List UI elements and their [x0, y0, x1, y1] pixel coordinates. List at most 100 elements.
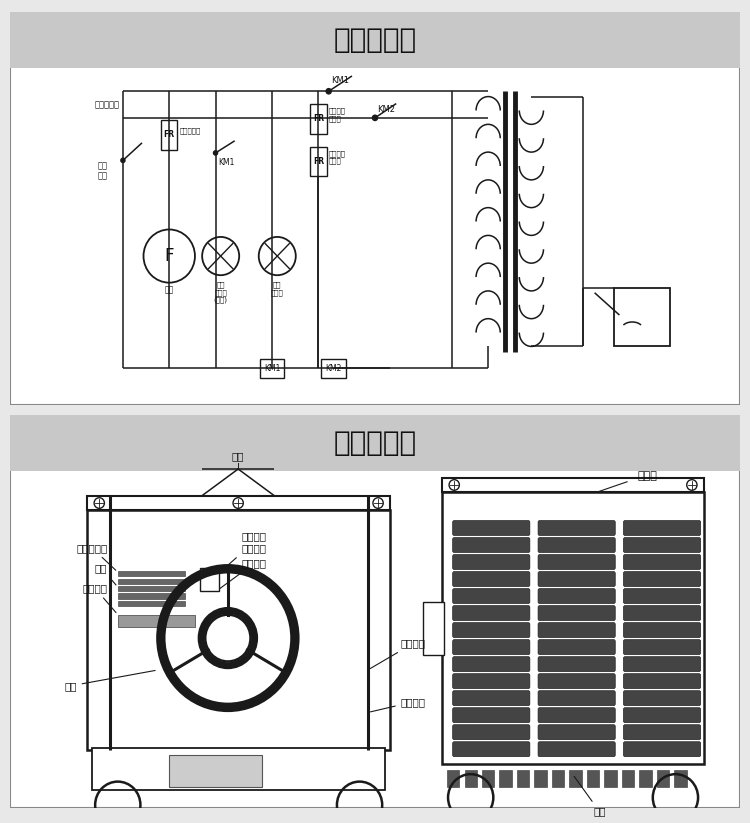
FancyBboxPatch shape: [587, 770, 599, 787]
FancyBboxPatch shape: [10, 12, 740, 405]
FancyBboxPatch shape: [453, 657, 530, 672]
FancyBboxPatch shape: [623, 674, 701, 689]
FancyBboxPatch shape: [538, 657, 615, 672]
FancyBboxPatch shape: [118, 593, 184, 598]
FancyBboxPatch shape: [538, 690, 615, 705]
FancyBboxPatch shape: [453, 572, 530, 587]
FancyBboxPatch shape: [453, 690, 530, 705]
FancyBboxPatch shape: [622, 770, 634, 787]
Text: KM1: KM1: [331, 77, 349, 85]
FancyBboxPatch shape: [453, 708, 530, 723]
FancyBboxPatch shape: [10, 415, 740, 471]
Text: 线路原理图: 线路原理图: [334, 26, 416, 54]
FancyBboxPatch shape: [538, 708, 615, 723]
FancyBboxPatch shape: [538, 623, 615, 638]
FancyBboxPatch shape: [517, 770, 530, 787]
FancyBboxPatch shape: [10, 415, 740, 808]
FancyBboxPatch shape: [118, 615, 195, 627]
FancyBboxPatch shape: [453, 623, 530, 638]
FancyBboxPatch shape: [453, 639, 530, 654]
Text: 接输入端子: 接输入端子: [94, 100, 120, 109]
FancyBboxPatch shape: [118, 571, 184, 576]
Text: 吊环: 吊环: [232, 451, 244, 461]
FancyBboxPatch shape: [623, 572, 701, 587]
Text: FR: FR: [313, 114, 324, 123]
Text: 贴于初钢
接铜上: 贴于初钢 接铜上: [328, 150, 346, 165]
Text: 产品结构图: 产品结构图: [334, 430, 416, 458]
FancyBboxPatch shape: [538, 742, 615, 756]
FancyBboxPatch shape: [10, 12, 740, 67]
FancyBboxPatch shape: [310, 104, 327, 134]
Text: 摇柄: 摇柄: [64, 671, 155, 691]
FancyBboxPatch shape: [538, 572, 615, 587]
Text: 电源开关: 电源开关: [220, 559, 266, 588]
FancyBboxPatch shape: [260, 359, 284, 379]
Text: 型号: 型号: [95, 563, 116, 585]
FancyBboxPatch shape: [118, 586, 184, 591]
FancyBboxPatch shape: [453, 725, 530, 740]
Circle shape: [121, 158, 125, 162]
FancyBboxPatch shape: [423, 602, 444, 655]
Text: 焊接输出: 焊接输出: [370, 639, 426, 668]
Circle shape: [373, 115, 377, 120]
FancyBboxPatch shape: [453, 674, 530, 689]
FancyBboxPatch shape: [92, 747, 386, 790]
Text: 电流刻度: 电流刻度: [82, 584, 116, 612]
FancyBboxPatch shape: [538, 521, 615, 536]
FancyBboxPatch shape: [623, 742, 701, 756]
FancyBboxPatch shape: [453, 555, 530, 570]
Text: 保护
指示灯
(复位): 保护 指示灯 (复位): [214, 281, 228, 304]
FancyBboxPatch shape: [500, 770, 512, 787]
FancyBboxPatch shape: [623, 606, 701, 621]
FancyBboxPatch shape: [538, 725, 615, 740]
FancyBboxPatch shape: [200, 568, 218, 591]
Text: 电源
开关: 电源 开关: [98, 161, 107, 181]
FancyBboxPatch shape: [447, 770, 459, 787]
FancyBboxPatch shape: [464, 770, 477, 787]
FancyBboxPatch shape: [623, 555, 701, 570]
FancyBboxPatch shape: [623, 657, 701, 672]
FancyBboxPatch shape: [538, 555, 615, 570]
FancyBboxPatch shape: [657, 770, 669, 787]
FancyBboxPatch shape: [118, 601, 184, 607]
Text: 脚轮: 脚轮: [574, 776, 605, 816]
Text: FR: FR: [313, 157, 324, 166]
Circle shape: [214, 151, 217, 155]
Text: KM1: KM1: [264, 365, 280, 374]
Text: KM2: KM2: [377, 105, 395, 114]
Text: 通风口: 通风口: [638, 472, 658, 481]
FancyBboxPatch shape: [442, 477, 704, 492]
Text: 保护器复
位指示灯: 保护器复 位指示灯: [220, 532, 266, 573]
FancyBboxPatch shape: [535, 770, 547, 787]
Text: 电量
指示灯: 电量 指示灯: [271, 281, 284, 295]
FancyBboxPatch shape: [161, 120, 178, 150]
FancyBboxPatch shape: [538, 537, 615, 552]
FancyBboxPatch shape: [623, 537, 701, 552]
FancyBboxPatch shape: [453, 606, 530, 621]
FancyBboxPatch shape: [552, 770, 564, 787]
FancyBboxPatch shape: [453, 742, 530, 756]
FancyBboxPatch shape: [623, 639, 701, 654]
Text: 贴于风扇上: 贴于风扇上: [179, 128, 201, 134]
FancyBboxPatch shape: [623, 521, 701, 536]
FancyBboxPatch shape: [453, 521, 530, 536]
FancyBboxPatch shape: [170, 755, 262, 787]
FancyBboxPatch shape: [87, 495, 391, 510]
FancyBboxPatch shape: [614, 288, 670, 346]
FancyBboxPatch shape: [623, 690, 701, 705]
Text: 贴于次握
接铜上: 贴于次握 接铜上: [328, 108, 346, 122]
FancyBboxPatch shape: [538, 588, 615, 603]
FancyBboxPatch shape: [640, 770, 652, 787]
FancyBboxPatch shape: [482, 770, 494, 787]
FancyBboxPatch shape: [310, 146, 327, 176]
FancyBboxPatch shape: [453, 588, 530, 603]
Circle shape: [326, 89, 332, 94]
FancyBboxPatch shape: [442, 492, 704, 764]
Text: 电源指示灯: 电源指示灯: [76, 542, 116, 570]
Text: F: F: [164, 247, 174, 265]
Text: KM1: KM1: [218, 158, 235, 167]
FancyBboxPatch shape: [453, 537, 530, 552]
Text: 风扇: 风扇: [164, 286, 174, 295]
FancyBboxPatch shape: [623, 708, 701, 723]
Text: FR: FR: [164, 130, 175, 139]
